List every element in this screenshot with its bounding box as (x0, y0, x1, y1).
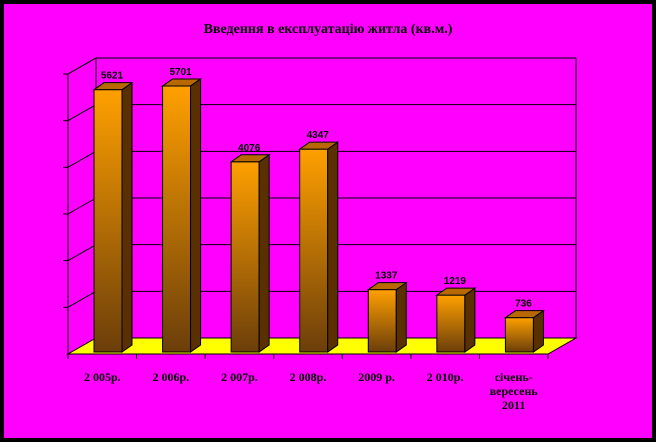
category-label: 2 008р. (290, 370, 327, 384)
data-label: 1219 (444, 276, 467, 287)
bar (366, 281, 408, 353)
category-labels: 2 005р. 2 006р. 2 007р. 2 008р. 2009 р. 2 010… (67, 354, 549, 412)
data-label: 5701 (169, 67, 192, 78)
category-label: 2 010р. (427, 370, 464, 384)
bar-front (504, 317, 534, 353)
bar-side (121, 81, 133, 353)
bar-front (162, 85, 192, 353)
bar-top (503, 310, 546, 319)
bar-front (93, 89, 123, 353)
category-label: 2 007р. (221, 370, 258, 384)
bar-front (436, 294, 466, 353)
bar-side (395, 281, 407, 353)
bar (92, 81, 134, 353)
bar-front (299, 148, 329, 353)
bar-front (367, 289, 397, 353)
data-label: 736 (515, 299, 532, 310)
bar-top (366, 282, 408, 291)
bars (92, 77, 546, 353)
bar-side (464, 287, 476, 353)
gridline-side (67, 244, 97, 262)
gridline-side (67, 150, 97, 168)
bar-top (229, 154, 271, 163)
bar-side (258, 153, 270, 353)
category-label: 2009 р. (358, 370, 395, 384)
bar-side (327, 141, 339, 353)
gridline-side (67, 104, 97, 122)
bar-front (230, 161, 260, 353)
category-label: 2 005р. (84, 370, 121, 384)
data-label: 4347 (307, 130, 330, 141)
bar-top (160, 78, 203, 87)
bar (160, 77, 203, 353)
gridline-side (67, 57, 97, 75)
bar-top (298, 141, 340, 150)
bar-top (92, 82, 134, 91)
value-labels: 5621 5701 4076 4347 1337 1219 736 (101, 67, 532, 310)
category-label: 2 006р. (153, 370, 190, 384)
bar-side (190, 77, 202, 353)
bar-top (435, 287, 477, 296)
bar (435, 287, 477, 353)
data-label: 5621 (101, 71, 124, 82)
category-label: січень-вересень 2011 (490, 370, 539, 412)
bar (229, 153, 271, 353)
bar (503, 309, 546, 353)
data-label: 4076 (238, 143, 261, 154)
bar (298, 141, 340, 353)
chart-title: Введення в експлуатацію житла (кв.м.) (203, 22, 453, 37)
gridline-side (67, 197, 97, 215)
gridline-side (67, 290, 97, 308)
data-label: 1337 (375, 271, 398, 282)
